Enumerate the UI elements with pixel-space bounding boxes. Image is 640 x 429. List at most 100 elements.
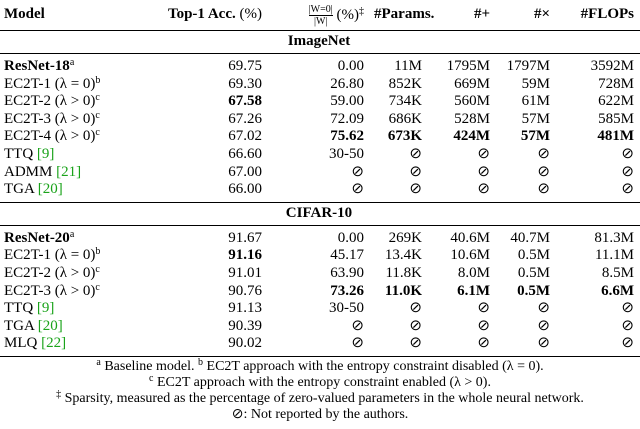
table-body: ImageNet ResNet-18a 69.75 0.00 11M 1795M 1797M… <box>0 30 640 356</box>
model-cell: ResNet-20a <box>0 225 130 247</box>
value-cell: 669M <box>454 75 490 92</box>
citation: [20] <box>37 317 63 334</box>
value-cell: 528M <box>454 110 490 127</box>
table-row: EC2T-3 (λ > 0)c 90.76 73.26 11.0K 6.1M 0.5M 6.… <box>0 282 640 301</box>
value-cell: ⊘ <box>537 145 550 162</box>
value-cell: 8.5M <box>601 264 634 281</box>
footnote-line: ⊘: Not reported by the authors. <box>0 407 640 423</box>
value-cell: 40.6M <box>450 229 490 246</box>
table-row: MLQ [22] 90.02 ⊘ ⊘ ⊘ ⊘ ⊘ <box>0 335 640 356</box>
table-row: TGA [20] 90.39 ⊘ ⊘ ⊘ ⊘ ⊘ <box>0 318 640 336</box>
model-name: TTQ <box>4 145 34 162</box>
superscript: b <box>95 246 101 258</box>
footnote-mark: ⊘ <box>231 406 244 422</box>
footnote-mark: ‡ <box>56 388 62 400</box>
value-cell: 59M <box>521 75 550 92</box>
model-name: MLQ <box>4 335 38 352</box>
value-cell: 66.00 <box>228 181 262 198</box>
value-cell: 3592M <box>590 58 634 74</box>
footnote-line: a Baseline model. b EC2T approach with t… <box>0 356 640 375</box>
value-cell: 45.17 <box>330 247 364 264</box>
value-cell: 75.62 <box>330 128 364 145</box>
value-cell: 0.5M <box>517 264 550 281</box>
superscript: a <box>69 57 75 68</box>
header-cell: Top-1 Acc. (%) <box>130 0 268 31</box>
header-cell: #Params. <box>370 0 434 31</box>
value-cell: 63.90 <box>330 264 364 281</box>
value-cell: ⊘ <box>621 181 634 198</box>
value-cell: 269K <box>388 229 422 246</box>
model-cell: EC2T-3 (λ > 0)c <box>0 110 130 129</box>
fraction: |W=0| |W| <box>308 3 333 27</box>
table-header: Model Top-1 Acc. (%) |W=0| |W| (%)‡ #Para… <box>0 0 640 31</box>
value-cell: 91.67 <box>228 229 262 246</box>
table-row: TTQ [9] 91.13 30-50 ⊘ ⊘ ⊘ ⊘ <box>0 300 640 318</box>
section-title: CIFAR-10 <box>0 201 640 226</box>
model-name: TGA <box>4 317 34 334</box>
value-cell: 67.00 <box>228 163 262 180</box>
value-cell: ⊘ <box>351 163 364 180</box>
table-row: TTQ [9] 66.60 30-50 ⊘ ⊘ ⊘ ⊘ <box>0 146 640 164</box>
value-cell: 40.7M <box>510 229 550 246</box>
value-cell: 67.02 <box>228 128 262 145</box>
citation: [9] <box>36 300 55 317</box>
value-cell: 61M <box>521 93 550 110</box>
header-cell: |W=0| |W| (%)‡ <box>268 0 370 31</box>
value-cell: 90.76 <box>228 282 262 299</box>
value-cell: ⊘ <box>537 317 550 334</box>
model-cell: TGA [20] <box>0 318 130 336</box>
value-cell: ⊘ <box>409 317 422 334</box>
value-cell: 90.02 <box>228 335 262 352</box>
table-row: EC2T-4 (λ > 0)c 67.02 75.62 673K 424M 57M 481M <box>0 128 640 146</box>
value-cell: 57M <box>521 110 550 127</box>
model-name: EC2T-1 (λ = 0) <box>4 75 96 92</box>
value-cell: 424M <box>453 128 490 145</box>
value-cell: ⊘ <box>477 335 490 352</box>
model-name: TGA <box>4 181 34 198</box>
footnote-line: ‡ Sparsity, measured as the percentage o… <box>0 388 640 407</box>
model-name: EC2T-1 (λ = 0) <box>4 247 96 264</box>
value-cell: ⊘ <box>537 335 550 352</box>
value-cell: ⊘ <box>621 145 634 162</box>
value-cell: ⊘ <box>409 300 422 317</box>
value-cell: 728M <box>598 75 634 92</box>
value-cell: 673K <box>387 128 422 145</box>
value-cell: ⊘ <box>477 145 490 162</box>
superscript: ‡ <box>359 5 364 17</box>
value-cell: 67.26 <box>228 110 262 127</box>
table-row: EC2T-2 (λ > 0)c 91.01 63.90 11.8K 8.0M 0.5M 8.… <box>0 263 640 283</box>
value-cell: ⊘ <box>621 300 634 317</box>
model-name: TTQ <box>4 300 34 317</box>
citation: [9] <box>36 145 55 162</box>
header-cell: #× <box>496 0 556 31</box>
model-name: EC2T-2 (λ > 0) <box>4 264 96 281</box>
footnote-mark: a <box>96 356 101 368</box>
value-cell: ⊘ <box>477 163 490 180</box>
header-cell: #+ <box>428 0 496 31</box>
value-cell: 66.60 <box>228 145 262 162</box>
value-cell: 0.5M <box>517 247 550 264</box>
table-row: ResNet-20a 91.67 0.00 269K 40.6M 40.7M 81.3M <box>0 225 640 247</box>
table-row: EC2T-1 (λ = 0)b 91.16 45.17 13.4K 10.6M 0.5M 1… <box>0 247 640 265</box>
value-cell: ⊘ <box>409 163 422 180</box>
value-cell: 91.01 <box>228 264 262 281</box>
model-cell: TGA [20] <box>0 181 130 202</box>
numerator: |W=0| <box>308 3 333 15</box>
table-row: EC2T-3 (λ > 0)c 67.26 72.09 686K 528M 57M 585M <box>0 110 640 129</box>
footnote-text: EC2T approach with the entropy constrain… <box>206 358 544 374</box>
value-cell: 91.16 <box>228 247 262 264</box>
table-row: TGA [20] 66.00 ⊘ ⊘ ⊘ ⊘ ⊘ <box>0 181 640 202</box>
citation: [21] <box>56 163 82 180</box>
header-text: Top-1 Acc. <box>167 6 236 23</box>
footnote-text: Baseline model. <box>104 358 195 374</box>
header-text: (%) <box>336 6 360 23</box>
value-cell: 30-50 <box>329 145 364 162</box>
superscript: c <box>95 263 100 275</box>
value-cell: 11M <box>394 58 422 74</box>
value-cell: ⊘ <box>537 300 550 317</box>
header-row: Model Top-1 Acc. (%) |W=0| |W| (%)‡ #Para… <box>0 0 640 31</box>
table-row: EC2T-1 (λ = 0)b 69.30 26.80 852K 669M 59M 728M <box>0 74 640 94</box>
value-cell: 622M <box>598 93 634 110</box>
superscript: b <box>95 74 101 86</box>
value-cell: 6.6M <box>601 282 634 299</box>
